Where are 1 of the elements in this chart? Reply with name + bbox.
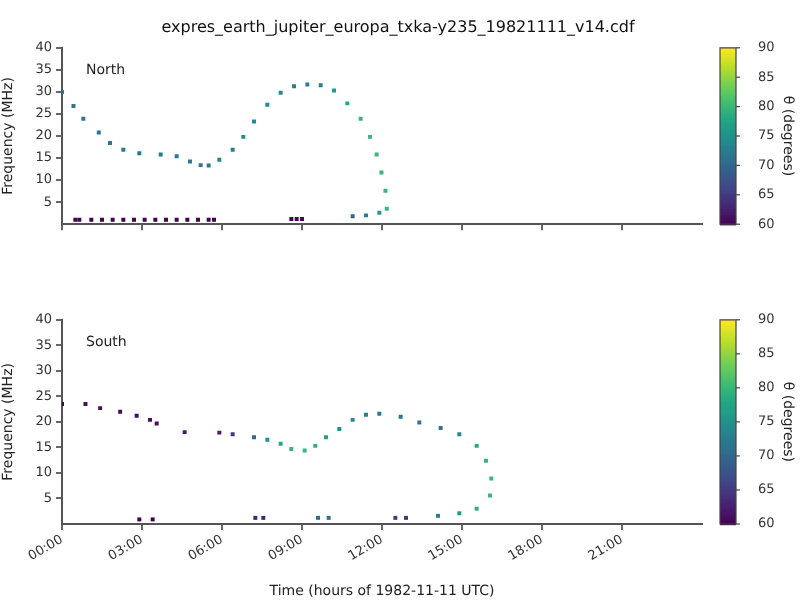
chart-title: expres_earth_jupiter_europa_txka-y235_19821111_v14.cdf (161, 18, 635, 37)
